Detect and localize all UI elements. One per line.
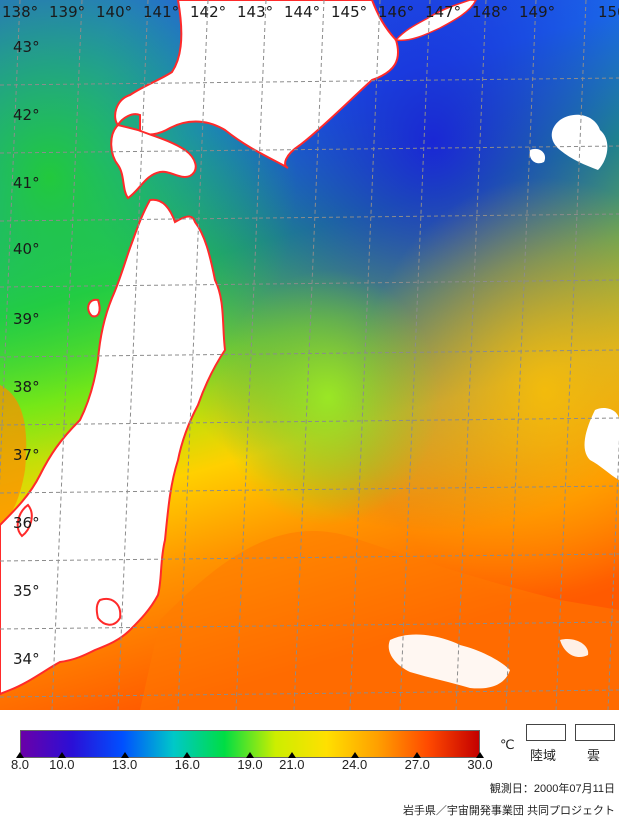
longitude-label: 150° xyxy=(598,3,619,21)
colorbar-tick-label: 24.0 xyxy=(341,757,368,772)
longitude-label: 142° xyxy=(190,3,227,21)
land-kuril-islands xyxy=(394,0,477,42)
latitude-label: 41° xyxy=(13,174,40,192)
warm-western-patch xyxy=(0,385,27,525)
colorbar-tick-label: 30.0 xyxy=(467,757,493,772)
longitude-label: 139° xyxy=(49,3,86,21)
cloud-east xyxy=(584,408,619,480)
colorbar-tick-mark xyxy=(413,752,422,758)
project-credit: 岩手県／宇宙開発事業団 共同プロジェクト xyxy=(402,805,615,817)
latitude-label: 40° xyxy=(13,240,40,258)
colorbar-tick-label: 13.0 xyxy=(111,757,138,772)
colorbar-tick-mark xyxy=(57,752,66,758)
colorbar-tick-label: 10.0 xyxy=(49,757,75,772)
land-oga-peninsula xyxy=(87,298,101,318)
colorbar-tick-label: 27.0 xyxy=(404,757,430,772)
longitude-label: 141° xyxy=(143,3,180,21)
colorbar-tick-mark xyxy=(246,752,254,758)
colorbar-tick-mark xyxy=(183,752,192,758)
land-boso-peninsula xyxy=(95,598,122,626)
parallel-line xyxy=(0,621,619,630)
cloud-north-small xyxy=(529,148,546,164)
colorbar-tick-mark xyxy=(350,752,359,758)
longitude-label: 149° xyxy=(519,3,556,21)
longitude-label: 146° xyxy=(378,3,415,21)
parallel-line xyxy=(0,553,619,562)
land-sado-island xyxy=(16,503,33,538)
cloud-key-label: 雲 xyxy=(587,748,601,763)
colorbar-tick-label: 19.0 xyxy=(237,757,263,772)
cloud-south xyxy=(388,634,510,689)
longitude-label: 148° xyxy=(472,3,509,21)
land-key-label: 陸域 xyxy=(530,748,557,763)
latitude-label: 34° xyxy=(13,650,40,668)
latitude-label: 37° xyxy=(13,446,40,464)
parallel-line xyxy=(0,279,619,288)
land-key-box xyxy=(526,724,566,741)
observation-date: 観測日：2000年07月11日 xyxy=(489,783,615,795)
parallel-line xyxy=(0,349,619,358)
latitude-label: 35° xyxy=(13,582,40,600)
land-oshima-peninsula xyxy=(110,123,197,200)
temperature-legend: 8.0 10.0 13.0 16.0 19.0 21.0 24.0 27.0 30.0 ℃ 陸域… xyxy=(0,710,619,820)
colorbar-tick-label: 16.0 xyxy=(174,757,200,772)
land-honshu xyxy=(0,198,227,696)
colorbar-tick-mark xyxy=(476,752,484,758)
parallel-line xyxy=(0,77,619,86)
colorbar-tick-mark xyxy=(120,752,129,758)
latitude-label: 38° xyxy=(13,378,40,396)
sst-map-svg xyxy=(0,0,619,710)
parallel-line xyxy=(0,417,619,426)
longitude-label: 144° xyxy=(284,3,321,21)
latitude-label: 36° xyxy=(13,514,40,532)
longitude-label: 140° xyxy=(96,3,133,21)
longitude-label: 143° xyxy=(237,3,274,21)
colorbar-tick-label: 21.0 xyxy=(279,757,305,772)
temperature-unit: ℃ xyxy=(500,737,515,752)
latitude-label: 42° xyxy=(13,106,40,124)
parallel-line xyxy=(0,145,619,154)
parallel-line xyxy=(0,213,619,222)
longitude-label: 145° xyxy=(331,3,368,21)
longitude-label: 138° xyxy=(2,3,39,21)
longitude-label: 147° xyxy=(425,3,462,21)
parallel-line xyxy=(0,689,619,698)
cloud-key-box xyxy=(575,724,615,741)
parallel-line xyxy=(0,485,619,494)
colorbar-tick-mark xyxy=(16,752,24,758)
graticule xyxy=(0,0,619,710)
sst-map xyxy=(0,0,619,710)
latitude-label: 39° xyxy=(13,310,40,328)
colorbar-tick-label: 8.0 xyxy=(10,757,30,772)
latitude-label: 43° xyxy=(13,38,40,56)
colorbar-tick-mark xyxy=(287,752,296,758)
cloud-south-east xyxy=(560,639,589,658)
